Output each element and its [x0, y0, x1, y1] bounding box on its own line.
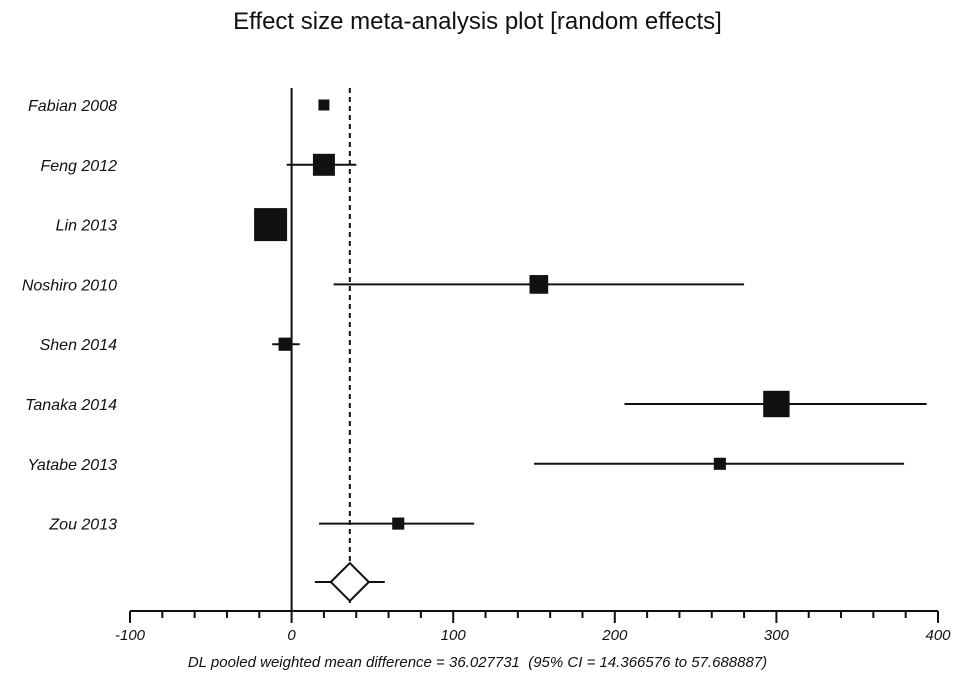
pooled-summary-footnote: DL pooled weighted mean difference = 36.…: [187, 654, 768, 671]
effect-marker-feng-2012: [312, 153, 335, 176]
effect-marker-fabian-2008: [318, 99, 330, 111]
study-label-feng-2012: Feng 2012: [40, 158, 117, 175]
effect-marker-noshiro-2010: [529, 275, 549, 294]
studies-layer: Fabian 2008 Feng 2012 Lin 2013 Noshiro 2010…: [22, 88, 927, 611]
chart-title: Effect size meta-analysis plot [random e…: [233, 8, 722, 35]
pooled-diamond: [329, 561, 371, 603]
study-label-zou-2013: Zou 2013: [48, 517, 117, 534]
x-tick-label: 300: [764, 627, 790, 644]
x-tick-label: 200: [601, 627, 628, 644]
x-tick-label: 400: [925, 627, 951, 644]
x-tick-label: 0: [287, 627, 296, 644]
study-label-tanaka-2014: Tanaka 2014: [25, 397, 117, 414]
effect-marker-zou-2013: [392, 517, 405, 530]
effect-marker-tanaka-2014: [763, 390, 790, 418]
effect-marker-yatabe-2013: [713, 457, 726, 470]
x-tick-label: 100: [441, 627, 467, 644]
study-label-yatabe-2013: Yatabe 2013: [27, 457, 117, 474]
effect-marker-shen-2014: [278, 337, 292, 351]
study-label-lin-2013: Lin 2013: [56, 218, 117, 235]
study-label-fabian-2008: Fabian 2008: [28, 98, 117, 115]
x-axis: -100 0 100 200 300 400: [115, 610, 951, 644]
study-label-shen-2014: Shen 2014: [40, 337, 118, 354]
study-label-noshiro-2010: Noshiro 2010: [22, 277, 117, 294]
effect-marker-lin-2013: [254, 208, 288, 242]
x-tick-label: -100: [115, 627, 146, 644]
